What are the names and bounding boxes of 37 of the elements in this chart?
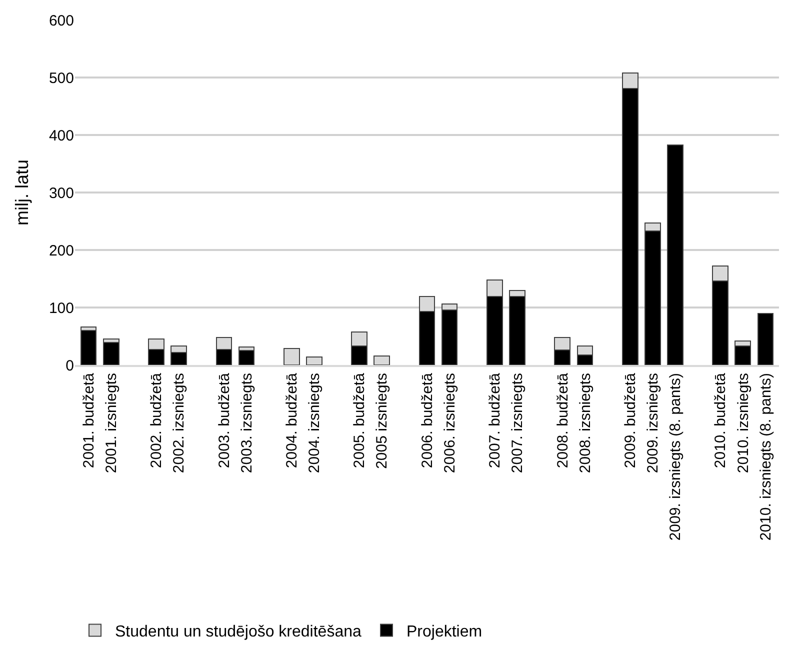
- y-axis-title: milj. latu: [12, 159, 32, 226]
- x-tick-label: 2004. budžetā: [283, 372, 300, 468]
- x-tick-label: 2004. izsniegts: [306, 373, 324, 474]
- y-tick-label: 600: [48, 12, 74, 30]
- x-tick-label: 2008. izsniegts: [576, 373, 594, 474]
- y-tick-label: 500: [48, 70, 74, 87]
- x-tick-label: 2009. budžetā: [622, 372, 639, 468]
- x-tick-label: 2006. budžetā: [418, 372, 436, 468]
- x-tick-label: 2010. izsniegts: [734, 373, 752, 474]
- x-tick-label: 2010. budžetā: [712, 372, 730, 468]
- y-tick-label: 400: [48, 127, 74, 144]
- x-tick-label: 2007. budžetā: [486, 372, 504, 468]
- x-tick-label: 2001. budžetā: [80, 372, 98, 468]
- bar: [102, 342, 120, 365]
- x-tick-label: 2002. budžetā: [148, 372, 166, 468]
- y-tick-label: 300: [48, 184, 74, 202]
- x-tick-label: 2005 izsniegts: [374, 373, 391, 469]
- x-tick-label: 2002. izsniegts: [170, 373, 188, 474]
- bar: [80, 330, 97, 365]
- legend-label: Studentu un studējošo kreditēšana: [115, 624, 362, 641]
- x-tick-label: 2008. budžetā: [554, 372, 572, 468]
- x-tick-label: 2005. budžetā: [351, 372, 368, 468]
- x-tick-label: 2003. budžetā: [216, 372, 233, 468]
- x-tick-label: 2001. izsniegts: [102, 373, 120, 474]
- bar: [238, 350, 255, 365]
- y-tick-label: 0: [66, 357, 74, 374]
- y-tick-label: 200: [48, 242, 74, 260]
- bar: [667, 144, 684, 365]
- x-tick-label: 2003. izsniegts: [238, 373, 256, 474]
- y-tick-label: 100: [48, 300, 74, 317]
- x-tick-label: 2010. izsniegts (8. pants): [757, 372, 774, 541]
- x-tick-label: 2009. izsniegts (8. pants): [667, 372, 684, 541]
- bar: [757, 312, 774, 365]
- x-tick-label: 2007. izsniegts: [509, 373, 526, 474]
- x-tick-label: 2009. izsniegts: [644, 373, 662, 474]
- legend-label: Projektiem: [406, 624, 482, 641]
- x-tick-label: 2006. izsniegts: [441, 373, 458, 474]
